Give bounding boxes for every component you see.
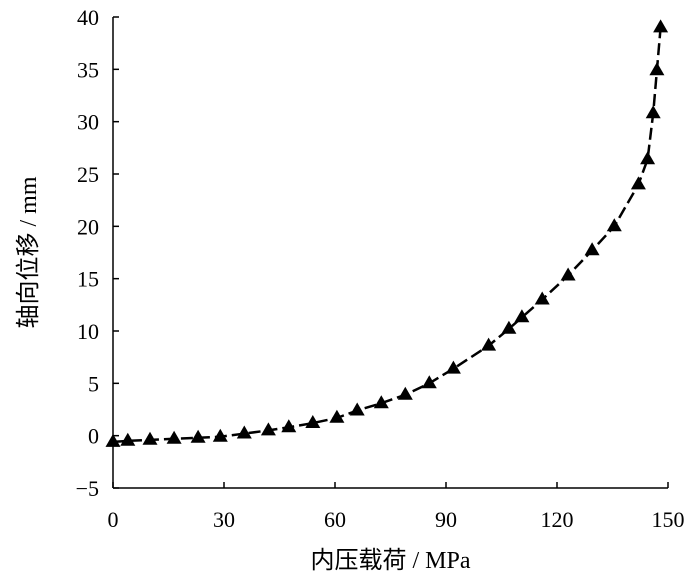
ticks: −5 0 5 10 15 20 25 30 35 40 0 30 60 90 120 150: [76, 5, 685, 532]
x-tick-label: 120: [541, 507, 574, 532]
triangle-marker: [649, 62, 665, 76]
y-tick-label: 10: [77, 319, 99, 344]
triangle-marker: [190, 429, 206, 443]
x-tick-label: 30: [213, 507, 235, 532]
triangle-marker: [640, 151, 656, 165]
triangle-marker: [421, 375, 437, 389]
x-tick-label: 60: [324, 507, 346, 532]
y-tick-label: −5: [76, 476, 99, 501]
triangle-marker: [142, 431, 158, 445]
y-tick-label: 15: [77, 267, 99, 292]
data-series: [105, 19, 669, 447]
triangle-marker: [534, 291, 550, 305]
triangle-marker: [236, 425, 252, 439]
triangle-marker: [397, 386, 413, 400]
x-axis-title: 内压载荷 / MPa: [310, 547, 470, 574]
triangle-marker: [653, 19, 669, 33]
y-tick-label: 30: [77, 110, 99, 135]
x-tick-label: 0: [108, 507, 119, 532]
x-tick-label: 90: [435, 507, 457, 532]
y-tick-label: 20: [77, 214, 99, 239]
series-line: [112, 27, 662, 444]
triangle-marker: [445, 360, 461, 374]
triangle-marker: [481, 337, 497, 351]
x-tick-label: 150: [652, 507, 685, 532]
y-tick-label: 5: [88, 371, 99, 396]
triangle-marker: [281, 419, 297, 433]
triangle-marker: [560, 267, 576, 281]
triangle-marker: [349, 402, 365, 416]
y-tick-label: 35: [77, 57, 99, 82]
triangle-marker: [120, 432, 136, 446]
triangle-marker: [645, 105, 661, 119]
y-axis-title: 轴向位移 / mm: [15, 176, 42, 328]
triangle-marker: [606, 218, 622, 232]
y-tick-label: 25: [77, 162, 99, 187]
triangle-marker: [166, 430, 182, 444]
triangle-marker: [584, 242, 600, 256]
triangle-marker: [212, 428, 228, 442]
triangle-marker: [305, 415, 321, 428]
triangle-marker: [501, 320, 517, 334]
triangle-marker: [514, 309, 530, 323]
y-tick-label: 0: [88, 424, 99, 449]
axes: [112, 17, 668, 489]
triangle-marker: [105, 433, 121, 447]
triangle-marker: [373, 395, 389, 409]
triangle-marker: [260, 422, 276, 436]
y-tick-label: 40: [77, 5, 99, 30]
triangle-marker: [630, 176, 646, 190]
triangle-marker: [329, 409, 345, 423]
